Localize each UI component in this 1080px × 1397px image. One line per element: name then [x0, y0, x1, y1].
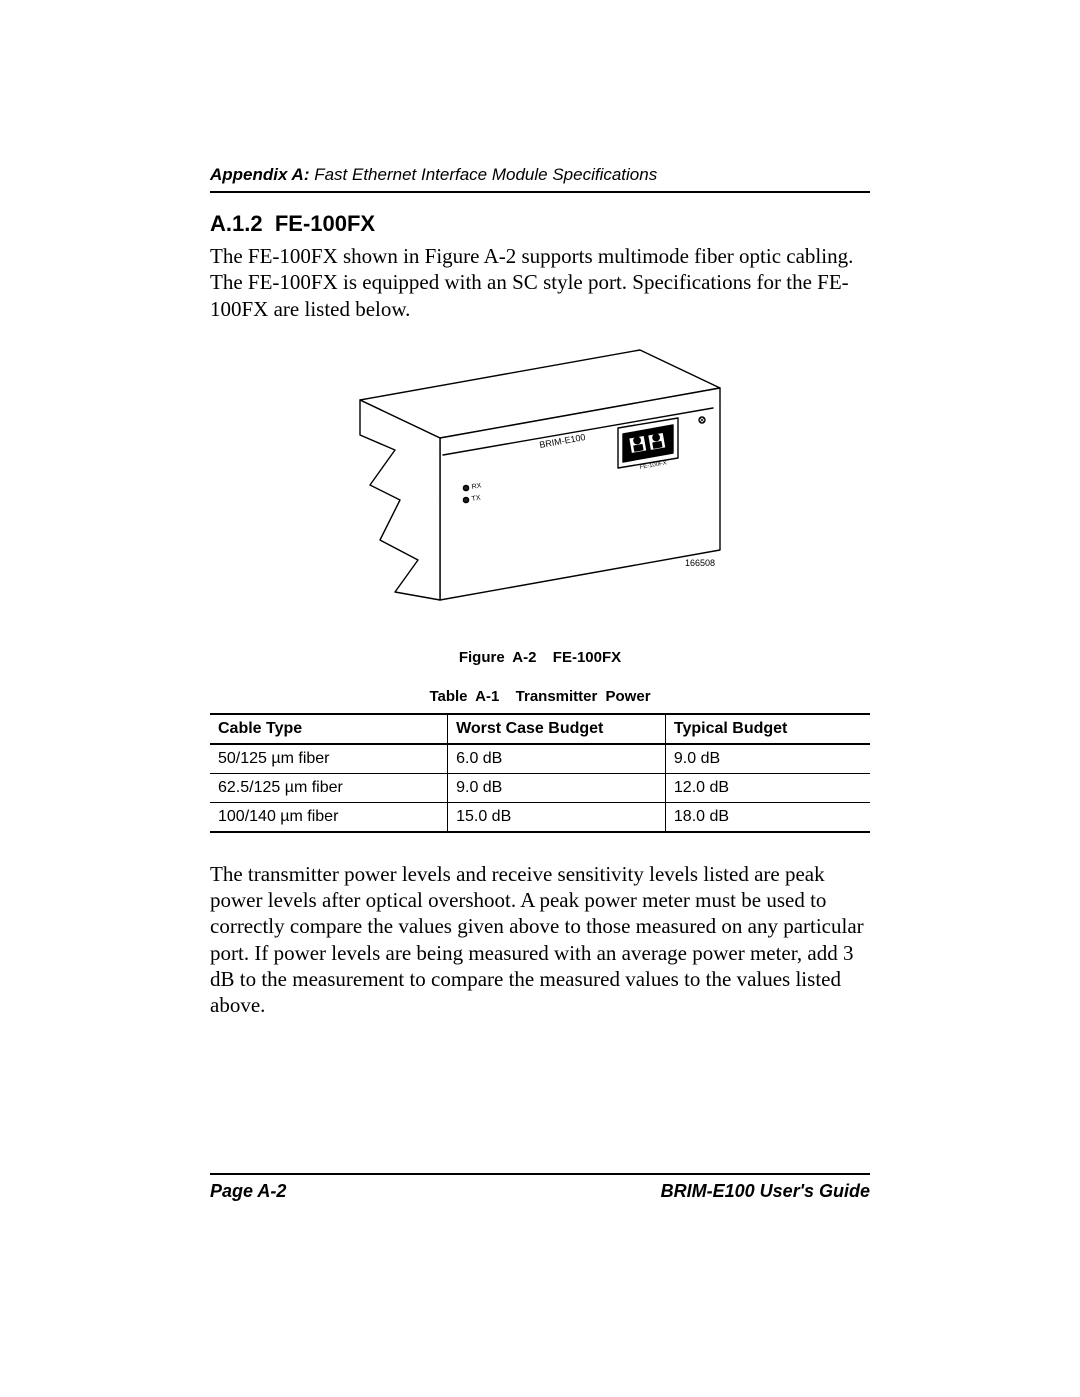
table-row: 100/140 µm fiber 15.0 dB 18.0 dB — [210, 802, 870, 832]
table-cell: 62.5/125 µm fiber — [210, 773, 448, 802]
table-row: 62.5/125 µm fiber 9.0 dB 12.0 dB — [210, 773, 870, 802]
figure-label: Figure A-2 — [459, 649, 537, 666]
table-header-cell: Worst Case Budget — [448, 714, 666, 744]
table-label: Table A-1 — [429, 688, 499, 705]
transmitter-power-table: Cable Type Worst Case Budget Typical Bud… — [210, 713, 870, 833]
table-cell: 9.0 dB — [448, 773, 666, 802]
table-cell: 6.0 dB — [448, 744, 666, 774]
figure-wrap: BRIM-E100 FE-100FX — [210, 340, 870, 666]
table-header-cell: Typical Budget — [665, 714, 870, 744]
table-cell: 100/140 µm fiber — [210, 802, 448, 832]
drawing-number: 166508 — [685, 558, 715, 568]
footer-guide: BRIM-E100 User's Guide — [661, 1181, 870, 1202]
figure-title: FE-100FX — [553, 649, 621, 666]
notes-paragraph: The transmitter power levels and receive… — [210, 861, 870, 1019]
section-heading: A.1.2 FE-100FX — [210, 211, 870, 237]
figure-caption: Figure A-2 FE-100FX — [210, 649, 870, 666]
table-cell: 50/125 µm fiber — [210, 744, 448, 774]
section-number: A.1.2 — [210, 211, 263, 236]
header-prefix: Appendix A: — [210, 165, 309, 184]
section-name: FE-100FX — [275, 211, 375, 236]
table-title: Transmitter Power — [516, 688, 651, 705]
page-footer: Page A-2 BRIM-E100 User's Guide — [210, 1173, 870, 1202]
table-cell: 15.0 dB — [448, 802, 666, 832]
footer-page: Page A-2 — [210, 1181, 286, 1202]
table-caption: Table A-1 Transmitter Power — [210, 688, 870, 705]
table-cell: 12.0 dB — [665, 773, 870, 802]
header-title: Fast Ethernet Interface Module Specifica… — [309, 165, 657, 184]
intro-paragraph: The FE-100FX shown in Figure A-2 support… — [210, 243, 870, 322]
running-header: Appendix A: Fast Ethernet Interface Modu… — [210, 165, 870, 193]
page-content: Appendix A: Fast Ethernet Interface Modu… — [210, 165, 870, 1036]
table-row: 50/125 µm fiber 6.0 dB 9.0 dB — [210, 744, 870, 774]
table-header-cell: Cable Type — [210, 714, 448, 744]
device-figure: BRIM-E100 FE-100FX — [340, 340, 740, 630]
table-header-row: Cable Type Worst Case Budget Typical Bud… — [210, 714, 870, 744]
table-cell: 9.0 dB — [665, 744, 870, 774]
table-cell: 18.0 dB — [665, 802, 870, 832]
